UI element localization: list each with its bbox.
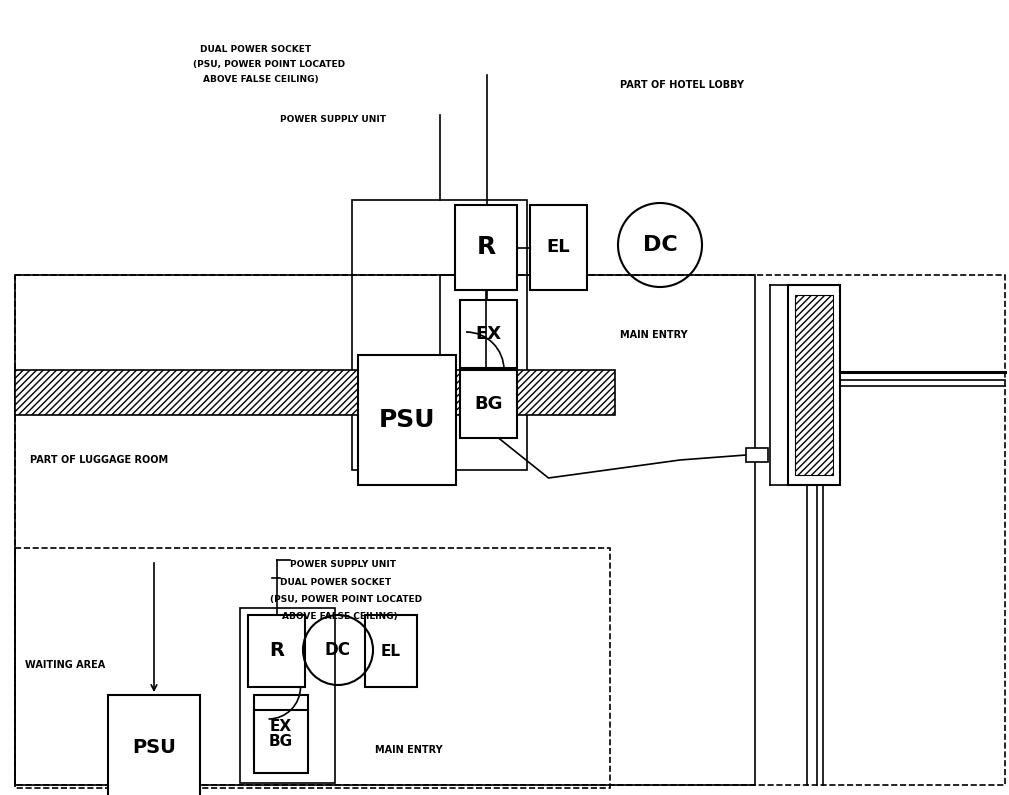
Text: WAITING AREA: WAITING AREA [25,660,105,670]
Bar [254,695,308,758]
Bar [358,355,456,485]
Bar [788,285,840,485]
Bar [248,615,305,687]
Bar [746,448,768,462]
Bar [460,370,517,438]
Text: EX: EX [270,719,292,734]
Bar [15,370,615,415]
Text: R: R [476,235,495,259]
Text: (PSU, POWER POINT LOCATED: (PSU, POWER POINT LOCATED [193,60,345,69]
Text: PSU: PSU [132,738,176,757]
Text: BG: BG [474,395,502,413]
Bar [240,608,335,783]
Bar [15,275,755,785]
Text: PART OF LUGGAGE ROOM: PART OF LUGGAGE ROOM [30,455,169,465]
Bar [254,710,308,773]
Text: PSU: PSU [378,408,435,432]
Bar [15,370,615,415]
Text: EL: EL [381,643,401,658]
Text: MAIN ENTRY: MAIN ENTRY [620,330,687,340]
Bar [530,205,587,290]
Text: MAIN ENTRY: MAIN ENTRY [375,745,443,755]
Text: R: R [269,642,284,661]
Text: ABOVE FALSE CEILING): ABOVE FALSE CEILING) [282,612,398,621]
Text: DUAL POWER SOCKET: DUAL POWER SOCKET [200,45,311,54]
Bar [352,200,527,470]
Bar [365,615,417,687]
Bar [795,295,833,475]
Text: DC: DC [643,235,677,255]
Bar [108,695,200,795]
Text: EX: EX [475,325,501,343]
Text: POWER SUPPLY UNIT: POWER SUPPLY UNIT [281,115,386,124]
Text: (PSU, POWER POINT LOCATED: (PSU, POWER POINT LOCATED [270,595,422,604]
Bar [460,300,517,368]
Text: BG: BG [269,734,293,749]
Text: DUAL POWER SOCKET: DUAL POWER SOCKET [281,578,391,587]
Text: DC: DC [325,641,351,659]
Text: PART OF HOTEL LOBBY: PART OF HOTEL LOBBY [620,80,744,90]
Text: POWER SUPPLY UNIT: POWER SUPPLY UNIT [290,560,396,569]
Bar [455,205,517,290]
Text: EL: EL [547,238,570,257]
Text: ABOVE FALSE CEILING): ABOVE FALSE CEILING) [203,75,319,84]
